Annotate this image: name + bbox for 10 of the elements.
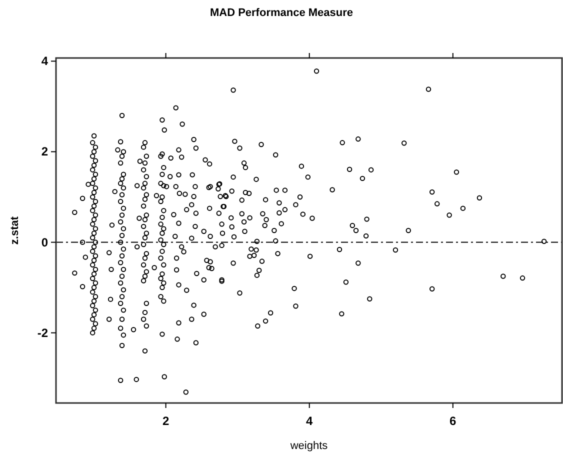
y-tick-label: 2 xyxy=(41,144,48,159)
x-axis-title: weights xyxy=(289,440,328,452)
chart-title: MAD Performance Measure xyxy=(210,7,354,19)
y-tick-label: -2 xyxy=(37,326,48,340)
y-tick-label: 4 xyxy=(41,54,48,68)
y-axis-title: z.stat xyxy=(9,216,21,245)
x-tick-label: 4 xyxy=(306,414,314,428)
x-tick-label: 2 xyxy=(162,414,170,428)
x-tick-label: 6 xyxy=(450,414,457,428)
y-tick-label: 0 xyxy=(41,235,48,250)
